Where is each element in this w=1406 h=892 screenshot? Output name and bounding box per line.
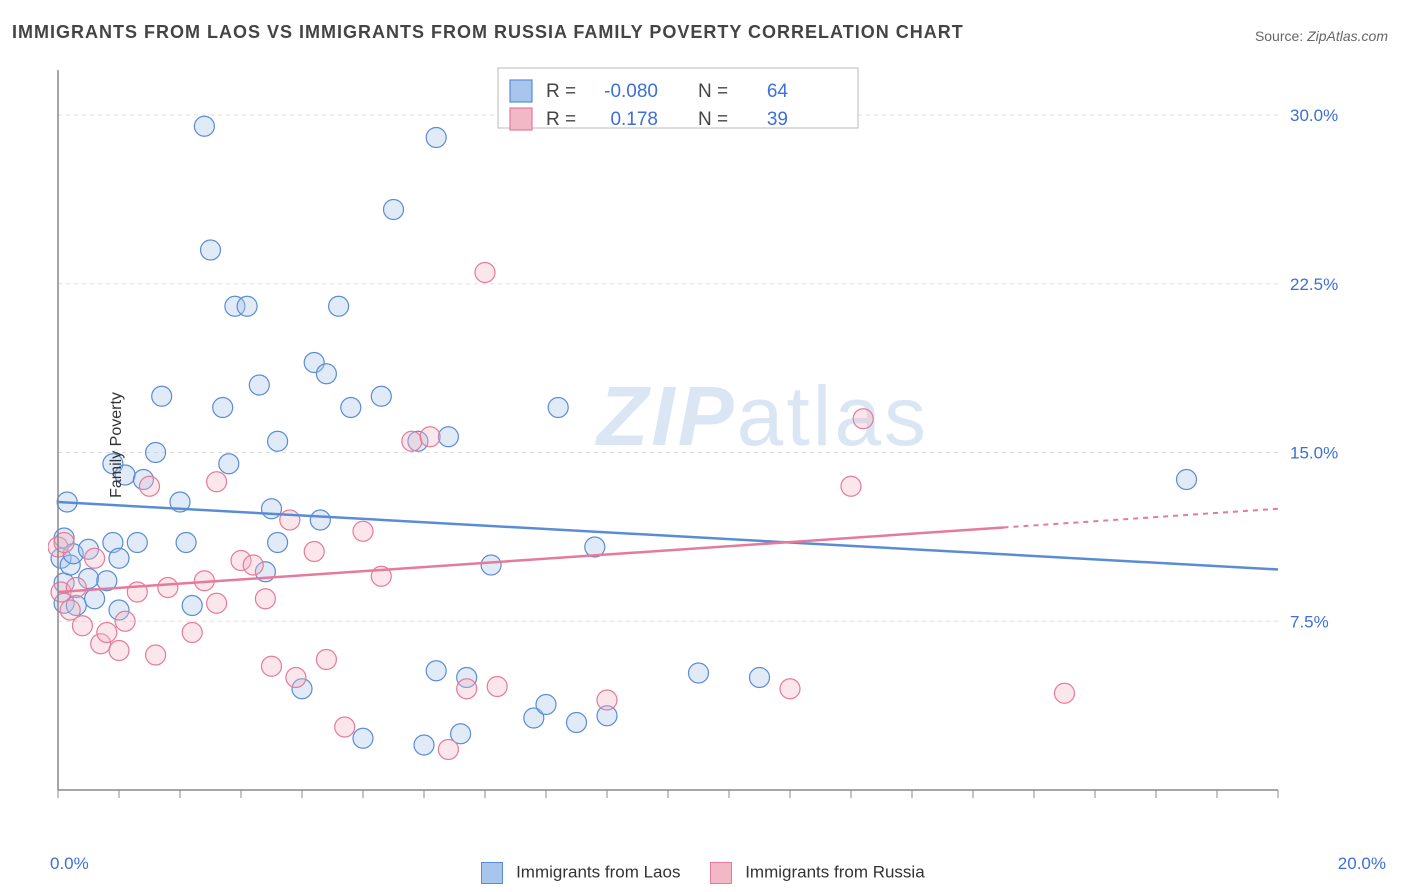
source-citation: Source: ZipAtlas.com — [1255, 28, 1388, 44]
svg-text:0.178: 0.178 — [610, 109, 658, 130]
svg-text:30.0%: 30.0% — [1290, 106, 1338, 125]
svg-text:R =: R = — [546, 109, 576, 130]
svg-text:39: 39 — [767, 109, 788, 130]
legend-swatch-laos — [481, 862, 503, 884]
x-axis-min-label: 0.0% — [50, 854, 89, 874]
svg-text:64: 64 — [767, 81, 789, 102]
legend-label-russia: Immigrants from Russia — [745, 862, 924, 881]
svg-text:-0.080: -0.080 — [604, 81, 658, 102]
plot-area: Family Poverty 7.5% 15.0% 22.5% 30.0% ZIPatl… — [48, 60, 1348, 830]
svg-text:ZIPatlas: ZIPatlas — [595, 369, 929, 463]
legend-bottom: 0.0% Immigrants from Laos Immigrants fro… — [0, 862, 1406, 884]
legend-swatch-russia — [710, 862, 732, 884]
chart-title: IMMIGRANTS FROM LAOS VS IMMIGRANTS FROM … — [12, 22, 964, 43]
x-axis-max-label: 20.0% — [1338, 854, 1386, 874]
svg-text:22.5%: 22.5% — [1290, 275, 1338, 294]
legend-item-laos: Immigrants from Laos — [481, 862, 680, 884]
legend-label-laos: Immigrants from Laos — [516, 862, 680, 881]
scatter-chart: 7.5% 15.0% 22.5% 30.0% ZIPatlas R = -0.080 N = 6… — [48, 60, 1348, 830]
svg-text:N =: N = — [698, 109, 728, 130]
svg-text:R =: R = — [546, 81, 576, 102]
source-label: Source: — [1255, 28, 1303, 44]
legend-item-russia: Immigrants from Russia — [710, 862, 924, 884]
y-axis-label: Family Poverty — [108, 392, 126, 498]
svg-text:N =: N = — [698, 81, 728, 102]
svg-text:7.5%: 7.5% — [1290, 612, 1329, 631]
source-value: ZipAtlas.com — [1307, 28, 1388, 44]
svg-text:15.0%: 15.0% — [1290, 444, 1338, 463]
